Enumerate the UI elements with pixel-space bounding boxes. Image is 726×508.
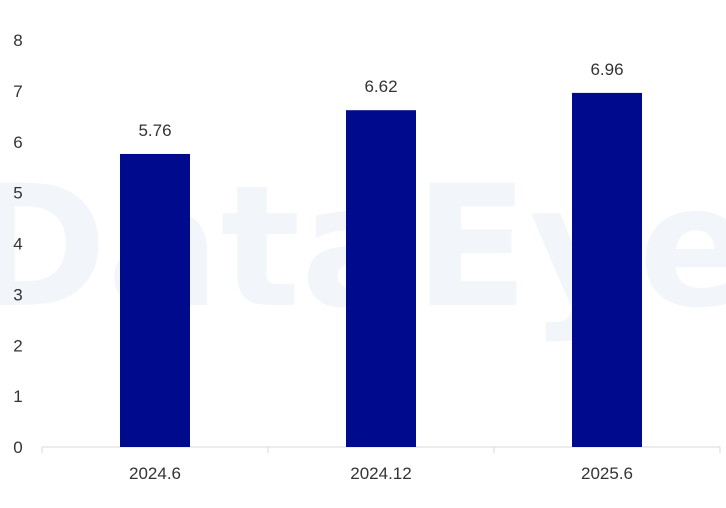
bar: [120, 153, 190, 447]
y-tick-label: 4: [13, 235, 22, 254]
x-axis: 2024.6 2024.12 2025.6: [41, 446, 721, 483]
y-tick-label: 8: [13, 31, 22, 50]
y-tick-label: 1: [13, 387, 22, 406]
y-tick-label: 7: [13, 82, 22, 101]
bar-value-label: 5.76: [138, 121, 171, 140]
x-tick-label: 2024.12: [350, 464, 411, 483]
x-tick-label: 2025.6: [581, 464, 633, 483]
data-labels: 5.76 6.62 6.96: [138, 60, 623, 140]
bar-value-label: 6.62: [364, 77, 397, 96]
bar-series: [120, 92, 642, 448]
bar: [346, 110, 416, 448]
bar: [572, 92, 642, 447]
y-tick-label: 6: [13, 133, 22, 152]
y-tick-label: 5: [13, 184, 22, 203]
y-tick-label: 3: [13, 285, 22, 304]
x-tick-label: 2024.6: [129, 464, 181, 483]
bar-value-label: 6.96: [590, 60, 623, 79]
y-axis: 0 1 2 3 4 5 6 7 8: [13, 31, 22, 457]
y-tick-label: 2: [13, 336, 22, 355]
y-tick-label: 0: [13, 438, 22, 457]
